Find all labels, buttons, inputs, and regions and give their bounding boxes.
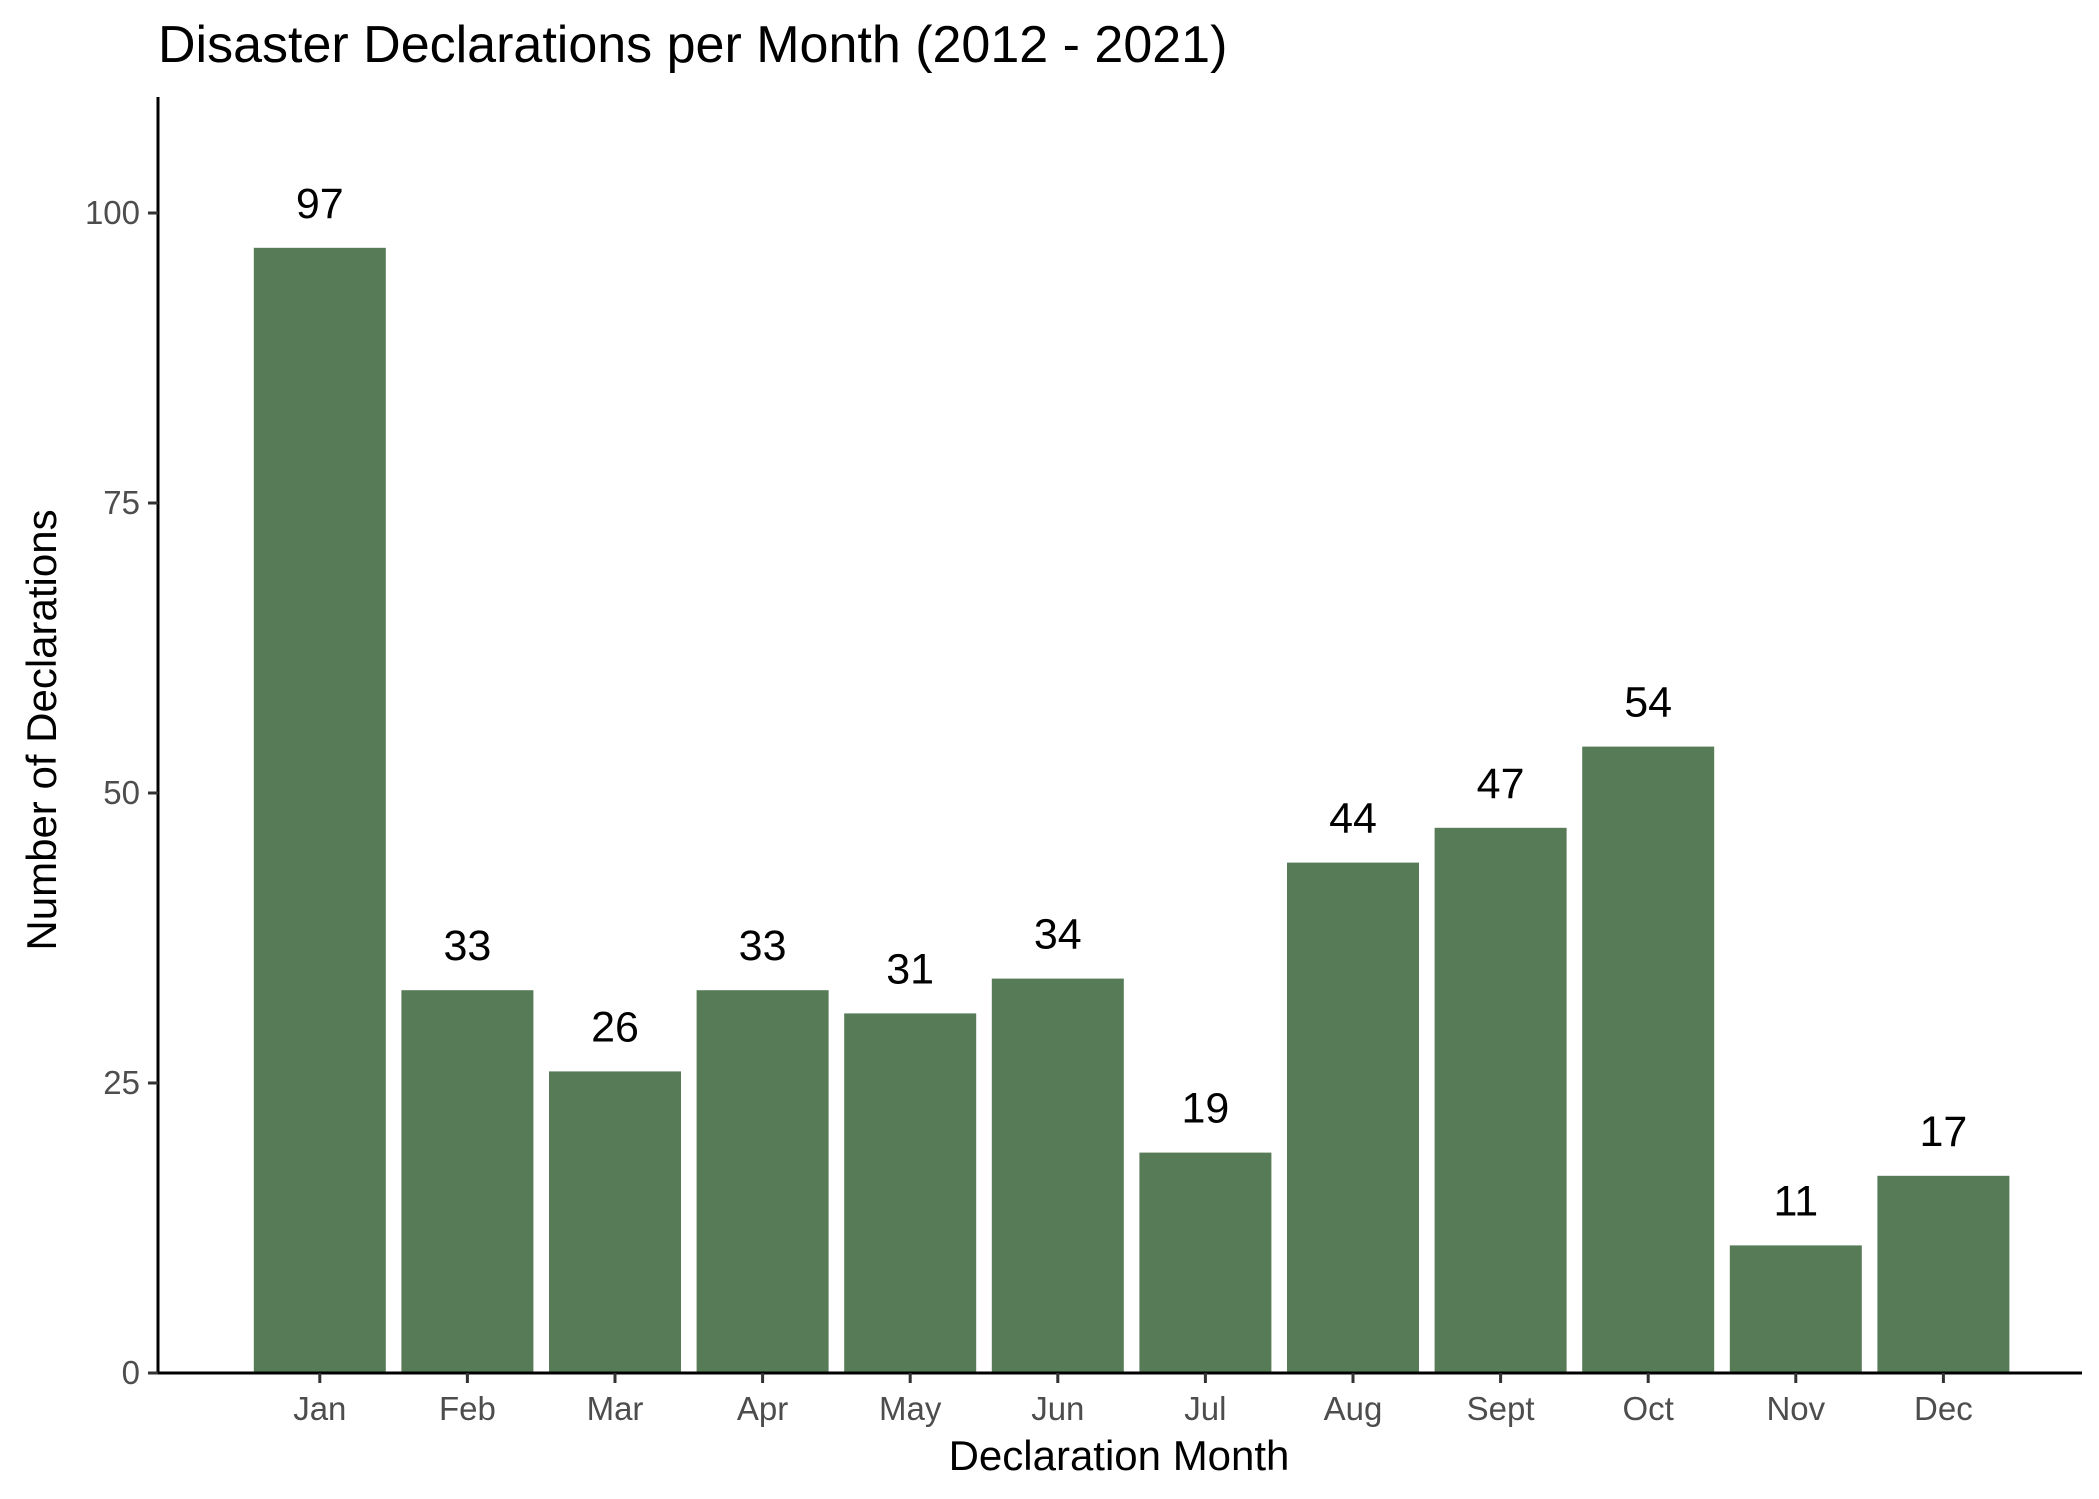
bar-may — [844, 1013, 977, 1373]
y-axis: 0 25 50 75 100 — [85, 97, 160, 1391]
data-labels-group: 97 33 26 33 31 34 19 44 47 54 11 17 — [296, 180, 1967, 1226]
bar-mar — [549, 1071, 681, 1373]
chart-title: Disaster Declarations per Month (2012 - … — [158, 16, 1227, 74]
bar-feb — [401, 990, 534, 1373]
x-tick-label-oct: Oct — [1623, 1390, 1674, 1427]
data-label-mar: 26 — [591, 1003, 639, 1051]
data-label-dec: 17 — [1919, 1108, 1967, 1156]
y-tick-label: 75 — [103, 484, 140, 521]
bar-jan — [253, 247, 386, 1373]
x-tick-label-mar: Mar — [587, 1390, 644, 1427]
bar-apr — [696, 990, 829, 1373]
bar-nov — [1729, 1245, 1862, 1373]
data-label-oct: 54 — [1624, 679, 1672, 727]
x-tick-label-jun: Jun — [1031, 1390, 1084, 1427]
data-label-jan: 97 — [296, 180, 344, 228]
y-tick-label: 50 — [103, 774, 140, 811]
bars-group — [253, 247, 2010, 1373]
bar-oct — [1582, 746, 1715, 1373]
x-tick-label-aug: Aug — [1324, 1390, 1383, 1427]
y-tick-label: 25 — [103, 1064, 140, 1101]
bar-jun — [991, 978, 1124, 1373]
data-label-nov: 11 — [1773, 1177, 1818, 1225]
x-tick-label-jan: Jan — [293, 1390, 346, 1427]
x-tick-label-sept: Sept — [1467, 1390, 1535, 1427]
data-label-jun: 34 — [1034, 911, 1082, 959]
bar-aug — [1287, 862, 1419, 1373]
x-tick-label-feb: Feb — [439, 1390, 496, 1427]
data-label-may: 31 — [886, 945, 934, 993]
x-axis: Jan Feb Mar Apr May Jun Jul Aug Sept Oct Nov Dec — [158, 1371, 2082, 1427]
x-tick-label-apr: Apr — [737, 1390, 788, 1427]
x-tick-label-dec: Dec — [1914, 1390, 1973, 1427]
data-label-sept: 47 — [1477, 760, 1525, 808]
data-label-feb: 33 — [443, 922, 491, 970]
x-tick-label-jul: Jul — [1184, 1390, 1226, 1427]
bar-dec — [1877, 1175, 2010, 1373]
bar-sept — [1434, 827, 1567, 1373]
x-tick-label-nov: Nov — [1766, 1390, 1825, 1427]
y-tick-label: 0 — [122, 1354, 140, 1391]
data-label-jul: 19 — [1181, 1085, 1229, 1133]
bar-jul — [1139, 1152, 1272, 1373]
data-label-aug: 44 — [1329, 795, 1377, 843]
x-axis-title: Declaration Month — [949, 1432, 1290, 1479]
y-tick-label: 100 — [85, 194, 140, 231]
data-label-apr: 33 — [739, 922, 787, 970]
x-tick-label-may: May — [879, 1390, 942, 1427]
y-axis-title: Number of Declarations — [18, 509, 65, 950]
